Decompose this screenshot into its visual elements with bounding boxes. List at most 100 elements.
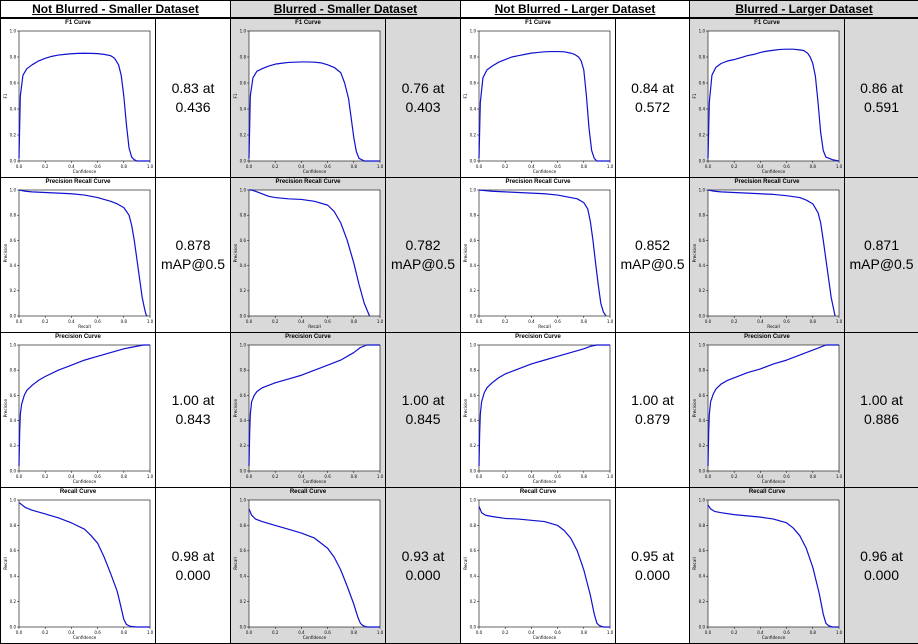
x-tick-label: 0.0 [476, 474, 483, 479]
chart-svg: 0.00.0 0.2 0.2 0.4 0.4 0.6 0.6 0.8 0.8 1.0 1.0 Reca… [463, 187, 614, 329]
y-tick-label: 0.0 [240, 158, 247, 163]
chart-cell-r1-c1: F1 Curve 0.0 0.0 0.2 0.2 0.4 0.4 0.6 0.6 0.8 0.8 1.… [0, 18, 156, 178]
column-header-1: Not Blurred - Smaller Dataset [0, 0, 231, 18]
y-tick-label: 0.4 [10, 106, 17, 111]
x-axis-label: Recall [538, 324, 551, 329]
x-axis-label: Recall [78, 324, 91, 329]
y-tick-label: 0.4 [240, 106, 247, 111]
chart-cell-r1-c2: F1 Curve 0.0 0.0 0.2 0.2 0.4 0.4 0.6 0.6 0.8 0.8 1.… [230, 18, 386, 178]
y-tick-label: 0.8 [240, 213, 247, 218]
series-line [18, 189, 148, 317]
plot-area [707, 189, 840, 317]
y-tick-label: 0.8 [470, 368, 477, 373]
x-tick-label: 1.0 [147, 319, 154, 324]
x-tick-label: 0.4 [528, 474, 535, 479]
y-tick-label: 0.4 [470, 574, 477, 579]
metric-cell-r1-c3: 0.84 at 0.572 [615, 18, 690, 178]
y-tick-label: 0.8 [240, 523, 247, 528]
chart-cell-r1-c3: F1 Curve 0.0 0.0 0.2 0.2 0.4 0.4 0.6 0.6 0.8 0.8 1.… [460, 18, 616, 178]
x-tick-label: 0.8 [581, 630, 588, 635]
x-tick-label: 1.0 [607, 630, 614, 635]
y-axis-label: F1 [463, 93, 468, 98]
y-tick-label: 1.0 [470, 342, 477, 347]
chart-title: Recall Curve [289, 489, 327, 495]
y-tick-label: 0.8 [240, 54, 247, 59]
metric-line: 0.84 at [631, 80, 674, 96]
y-tick-label: 0.0 [240, 468, 247, 473]
y-tick-label: 0.4 [470, 263, 477, 268]
x-tick-label: 0.6 [783, 630, 790, 635]
y-tick-label: 0.0 [240, 624, 247, 629]
x-tick-label: 0.6 [94, 164, 101, 169]
y-tick-label: 0.8 [699, 54, 706, 59]
y-tick-label: 0.0 [699, 158, 706, 163]
x-tick-label: 0.4 [757, 630, 764, 635]
plot-area [478, 189, 611, 317]
metric-line: 1.00 at [171, 392, 215, 408]
plot-area [707, 344, 840, 472]
series-line [707, 48, 840, 162]
metric-line: 0.76 at [401, 80, 445, 96]
plot-area [478, 344, 611, 472]
chart-title: Precision Recall Curve [734, 179, 800, 185]
y-tick-label: 0.6 [240, 238, 247, 243]
x-axis-label: Confidence [762, 479, 786, 484]
x-tick-label: 1.0 [836, 474, 843, 479]
x-tick-label: 0.6 [783, 164, 790, 169]
metric-line: 0.93 at [401, 547, 445, 564]
y-tick-label: 1.0 [470, 497, 477, 502]
metric-cell-r2-c2: 0.782 mAP@0.5 [385, 177, 461, 333]
metric-value: 0.96 at 0.000 [860, 547, 903, 585]
x-tick-label: 0.2 [272, 630, 279, 635]
y-tick-label: 0.8 [699, 368, 706, 373]
y-tick-label: 1.0 [10, 187, 17, 192]
y-tick-label: 0.4 [699, 418, 706, 423]
chart-title: Precision Curve [515, 334, 561, 340]
metric-cell-r4-c2: 0.93 at 0.000 [385, 487, 461, 644]
series-line [707, 189, 836, 317]
metric-line: 0.98 at [171, 547, 215, 564]
y-tick-label: 0.4 [699, 106, 706, 111]
y-tick-label: 0.0 [10, 313, 17, 318]
x-tick-label: 1.0 [607, 474, 614, 479]
x-tick-label: 0.8 [810, 319, 817, 324]
chart-svg: 0.00.0 0.2 0.2 0.4 0.4 0.6 0.6 0.8 0.8 1.0 1.0 Conf… [692, 28, 843, 174]
y-tick-label: 0.2 [240, 599, 247, 604]
y-tick-label: 0.4 [470, 106, 477, 111]
y-tick-label: 1.0 [470, 28, 477, 33]
x-tick-label: 0.6 [324, 164, 331, 169]
metric-value: 0.76 at 0.403 [402, 79, 445, 117]
x-tick-label: 0.0 [16, 630, 23, 635]
y-tick-label: 0.2 [10, 443, 17, 448]
metric-cell-r1-c4: 0.86 at 0.591 [844, 18, 918, 178]
y-tick-label: 0.8 [470, 213, 477, 218]
x-tick-label: 0.6 [554, 164, 561, 169]
chart-svg: 0.00.0 0.2 0.2 0.4 0.4 0.6 0.6 0.8 0.8 1.0 1.0 Conf… [692, 342, 843, 484]
y-tick-label: 0.6 [699, 393, 706, 398]
chart-cell-r2-c1: Precision Recall Curve 0.0 0.0 0.2 0.2 0.4 0.4… [0, 177, 156, 333]
y-tick-label: 0.2 [240, 132, 247, 137]
series-line [248, 61, 380, 162]
series-line [478, 50, 610, 162]
metric-cell-r1-c2: 0.76 at 0.403 [385, 18, 461, 178]
metric-line: mAP@0.5 [390, 256, 455, 272]
chart-cell-r4-c2: Recall Curve 0.0 0.0 0.2 0.2 0.4 0.4 0.6 0.6 0.8 0… [230, 487, 386, 644]
y-tick-label: 0.6 [10, 393, 17, 398]
metric-value: 0.84 at 0.572 [631, 79, 674, 117]
metric-line: 1.00 at [631, 392, 674, 408]
chart-title: F1 Curve [525, 20, 551, 26]
y-tick-label: 0.4 [10, 418, 17, 423]
x-tick-label: 0.6 [94, 319, 101, 324]
metric-value: 1.00 at 0.845 [402, 391, 445, 429]
metric-line: 0.871 [863, 237, 900, 253]
chart-cell-r4-c3: Recall Curve 0.0 0.0 0.2 0.2 0.4 0.4 0.6 0.6 0.8 0… [460, 487, 616, 644]
metric-value: 0.95 at 0.000 [631, 547, 674, 585]
y-axis-label: Precision [3, 398, 8, 417]
metric-line: 0.86 at [860, 80, 903, 96]
x-tick-label: 0.6 [554, 474, 561, 479]
x-tick-label: 0.8 [121, 164, 128, 169]
metric-cell-r4-c3: 0.95 at 0.000 [615, 487, 690, 644]
y-tick-label: 1.0 [240, 187, 247, 192]
y-tick-label: 0.6 [240, 80, 247, 85]
y-axis-label: F1 [233, 93, 238, 98]
